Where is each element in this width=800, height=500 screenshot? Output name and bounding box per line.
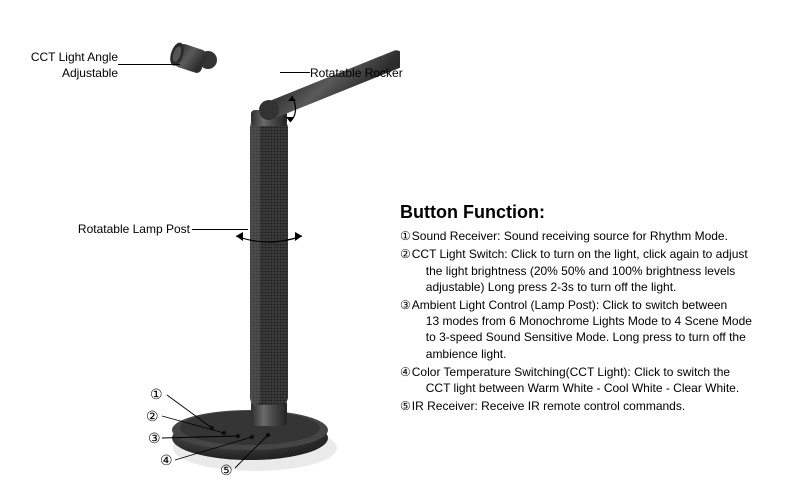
callout-cct-angle-line1: CCT Light Angle [8, 50, 118, 66]
function-title-3: Ambient Light Control (Lamp Post): Click… [412, 297, 790, 313]
function-sub-2b: adjustable) Long press 2-3s to turn off … [412, 279, 790, 295]
callout-rocker: Rotatable Rocker [310, 66, 430, 82]
function-title-2: CCT Light Switch: Click to turn on the l… [412, 246, 790, 262]
base-num-5: ⑤ [220, 462, 233, 479]
function-item-1: ① Sound Receiver: Sound receiving source… [400, 228, 790, 244]
base-num-1: ① [150, 386, 163, 403]
callout-lamp-post-text: Rotatable Lamp Post [78, 222, 190, 236]
function-item-3: ③ Ambient Light Control (Lamp Post): Cli… [400, 297, 790, 362]
function-num-5: ⑤ [400, 398, 412, 414]
callout-lamp-post: Rotatable Lamp Post [60, 222, 190, 238]
base-num-3: ③ [148, 430, 161, 447]
function-sub-3b: to 3-speed Sound Sensitive Mode. Long pr… [412, 329, 790, 345]
callout-cct-angle: CCT Light Angle Adjustable [8, 50, 118, 81]
function-sub-2a: the light brightness (20% 50% and 100% b… [412, 263, 790, 279]
function-title-1: Sound Receiver: Sound receiving source f… [412, 228, 790, 244]
callout-cct-angle-line2: Adjustable [8, 66, 118, 82]
base-num-2: ② [146, 408, 159, 425]
function-num-3: ③ [400, 297, 412, 362]
leader-rocker [280, 72, 310, 73]
function-title-4: Color Temperature Switching(CCT Light): … [412, 364, 790, 380]
function-num-2: ② [400, 246, 412, 295]
button-function-heading: Button Function: [400, 200, 790, 224]
leader-lamp-post [192, 229, 248, 230]
base-num-4: ④ [160, 452, 173, 469]
function-num-1: ① [400, 228, 412, 244]
lamp-diagram: CCT Light Angle Adjustable Rotatable Roc… [0, 0, 400, 500]
function-title-5: IR Receiver: Receive IR remote control c… [412, 398, 790, 414]
button-function-panel: Button Function: ① Sound Receiver: Sound… [400, 200, 790, 416]
function-sub-3c: ambience light. [412, 346, 790, 362]
function-item-4: ④ Color Temperature Switching(CCT Light)… [400, 364, 790, 396]
callout-rocker-text: Rotatable Rocker [310, 66, 403, 80]
leader-cct-angle [118, 64, 180, 65]
function-sub-4a: CCT light between Warm White - Cool Whit… [412, 380, 790, 396]
function-item-2: ② CCT Light Switch: Click to turn on the… [400, 246, 790, 295]
function-item-5: ⑤ IR Receiver: Receive IR remote control… [400, 398, 790, 414]
function-num-4: ④ [400, 364, 412, 396]
function-sub-3a: 13 modes from 6 Monochrome Lights Mode t… [412, 313, 790, 329]
